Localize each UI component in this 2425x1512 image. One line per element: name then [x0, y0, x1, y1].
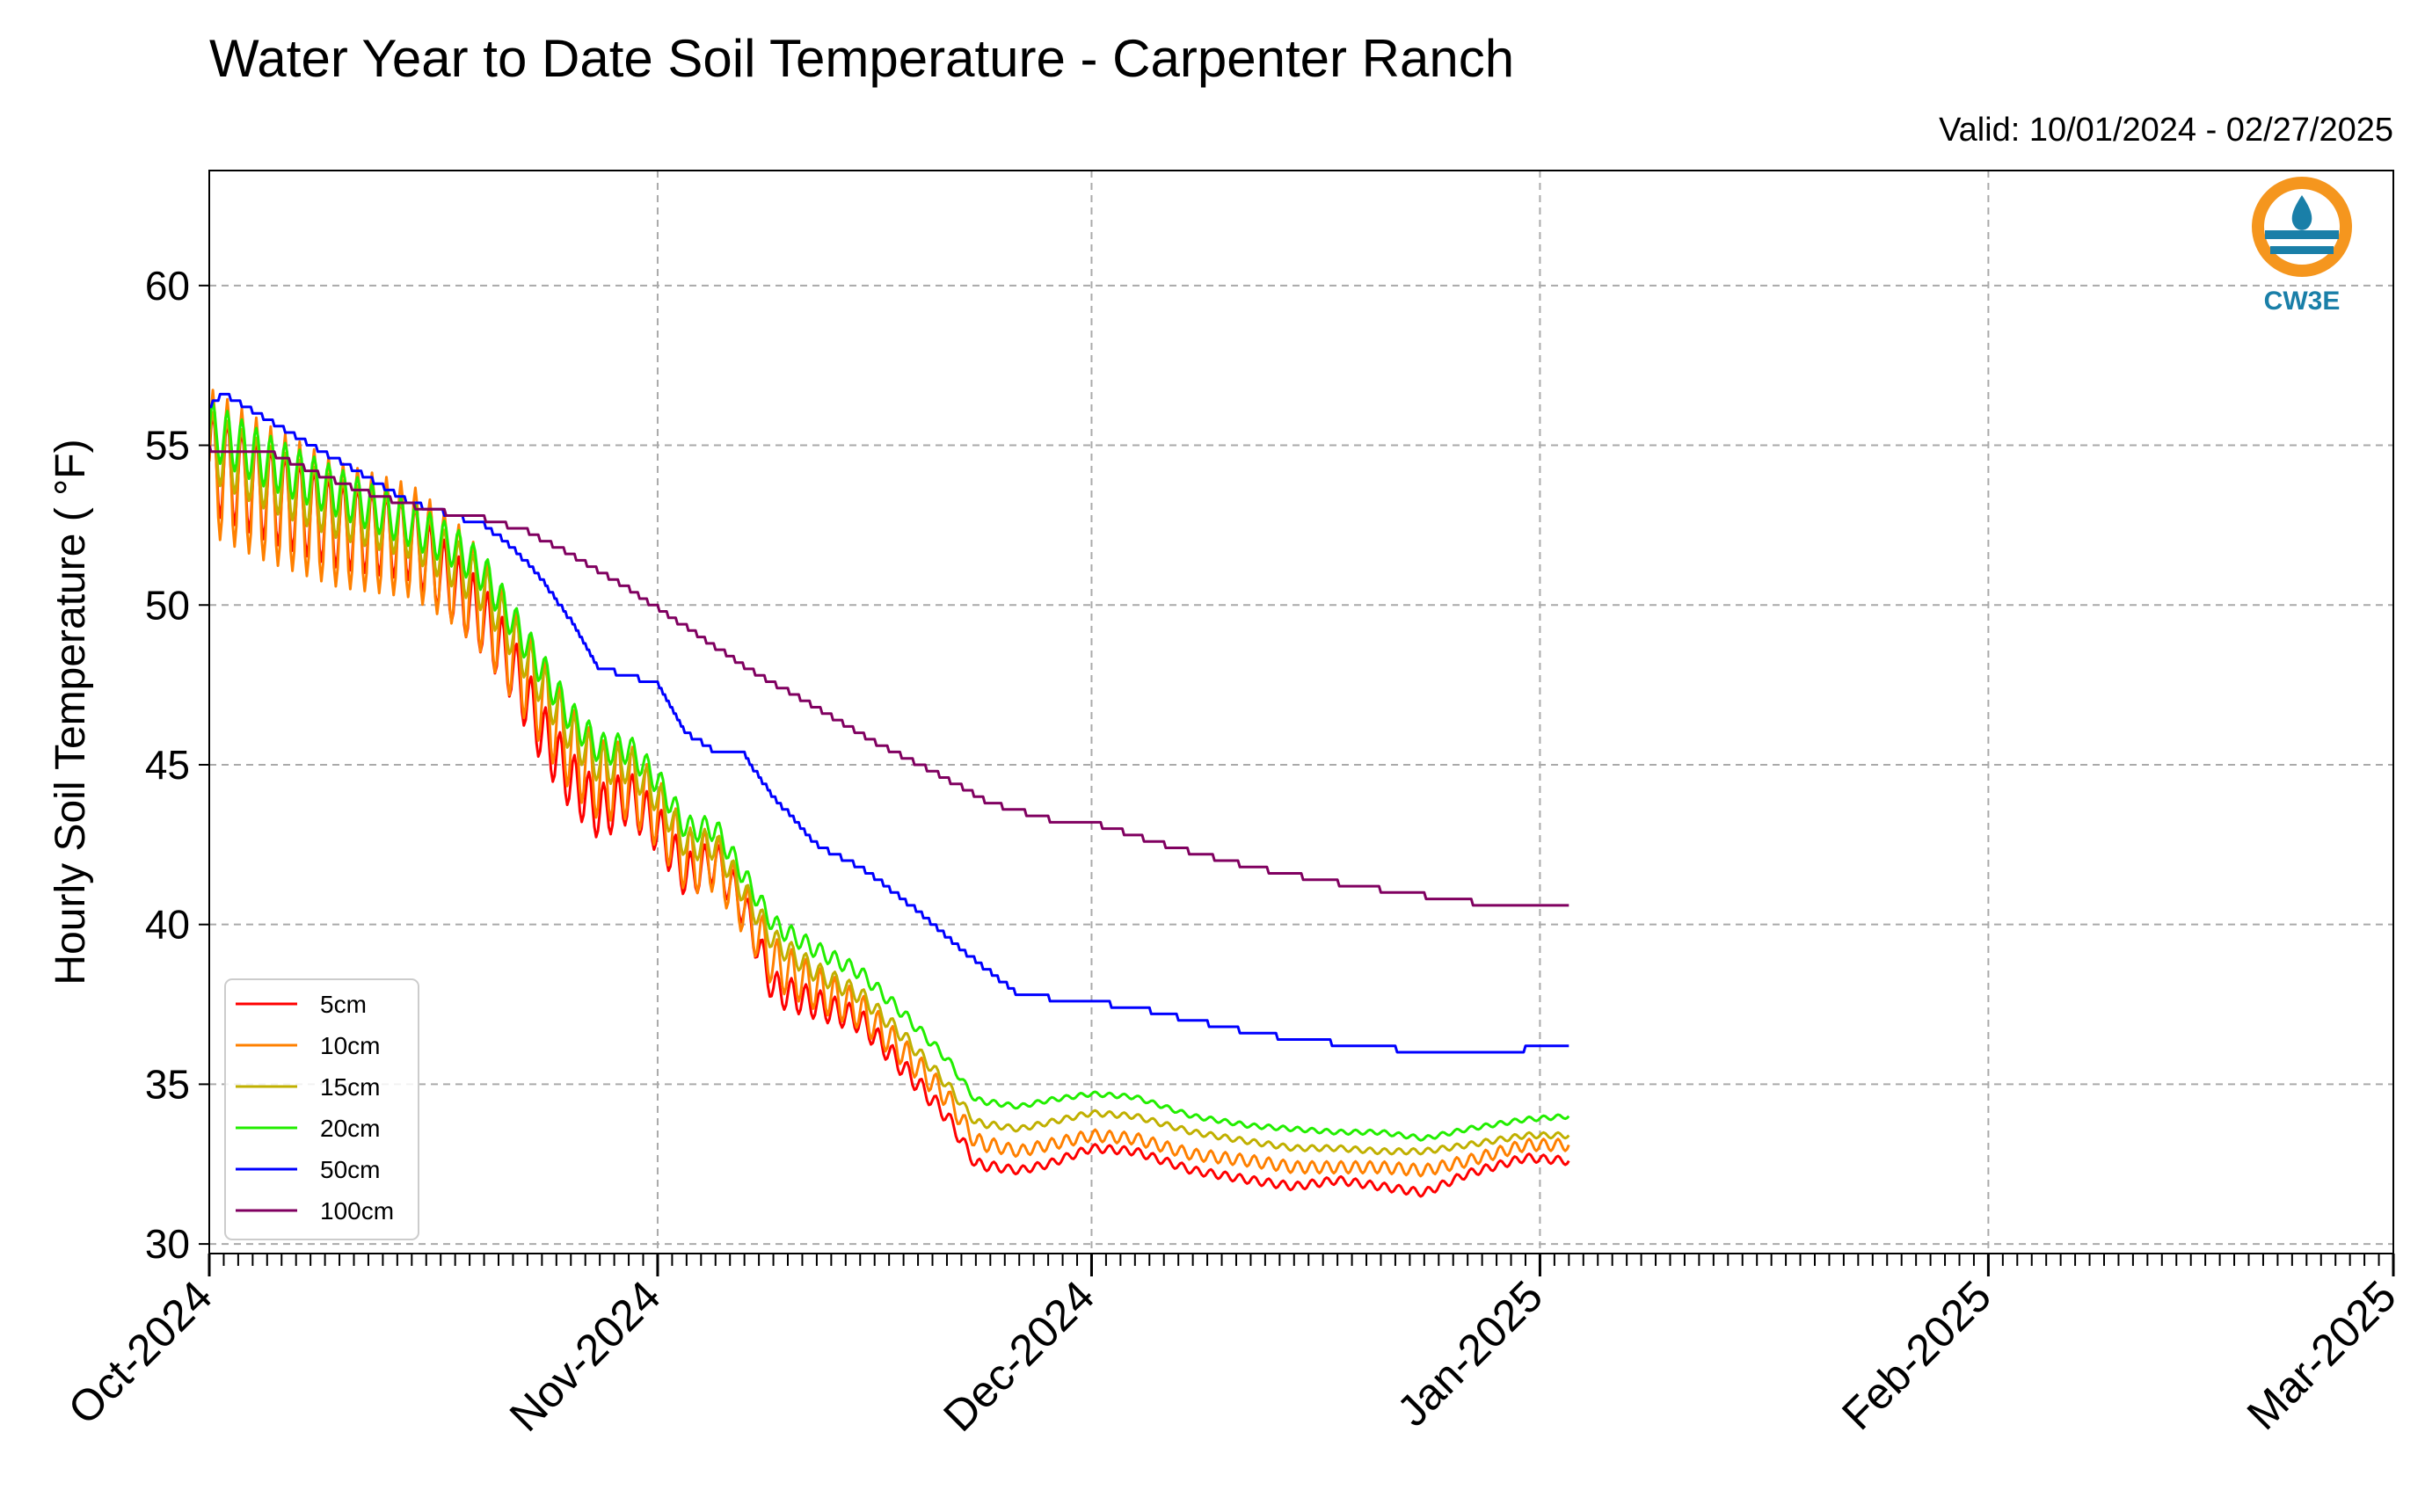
x-tick-label-1: Nov-2024 [500, 1271, 670, 1441]
logo-wave-icon-2 [2270, 246, 2334, 254]
series-line-100cm [209, 445, 1569, 907]
series-line-10cm [209, 389, 1570, 1178]
legend-label-15cm: 15cm [320, 1073, 380, 1101]
chart-title: Water Year to Date Soil Temperature - Ca… [209, 29, 1514, 88]
y-axis-label: Hourly Soil Temperature ( °F) [47, 439, 94, 985]
logo-drop-icon [2291, 195, 2312, 230]
cw3e-logo: CW3E [2252, 177, 2352, 316]
y-tick-label-3: 45 [145, 742, 190, 788]
x-tick-label-5: Mar-2025 [2238, 1271, 2406, 1439]
y-tick-label-0: 30 [145, 1221, 190, 1267]
x-tick-label-3: Jan-2025 [1387, 1271, 1552, 1436]
x-axis: Oct-2024 Nov-2024 Dec-2024 Jan-2025 Feb-2025… [59, 1254, 2406, 1441]
logo-wave-icon [2265, 230, 2339, 239]
series-line-15cm [209, 411, 1570, 1156]
logo-text: CW3E [2264, 287, 2341, 316]
x-tick-label-2: Dec-2024 [934, 1271, 1103, 1441]
x-tick-label-0: Oct-2024 [59, 1271, 222, 1434]
plot-frame [208, 170, 2394, 1254]
x-tick-label-4: Feb-2025 [1832, 1271, 2000, 1439]
y-tick-label-5: 55 [145, 423, 190, 469]
legend-label-50cm: 50cm [320, 1156, 380, 1183]
y-tick-label-6: 60 [145, 263, 190, 309]
series-line-20cm [209, 401, 1570, 1142]
chart-subtitle: Valid: 10/01/2024 - 02/27/2025 [1939, 112, 2393, 149]
legend-label-10cm: 10cm [320, 1032, 380, 1059]
series-layer [209, 389, 1570, 1198]
legend-label-20cm: 20cm [320, 1115, 380, 1142]
y-tick-label-2: 40 [145, 902, 190, 948]
y-tick-label-1: 35 [145, 1061, 190, 1107]
y-axis: 30 35 40 45 50 55 60 [145, 263, 209, 1267]
logo-ring-icon [2252, 177, 2352, 277]
legend: 5cm 10cm 15cm 20cm 50cm 100cm [224, 978, 419, 1240]
legend-label-5cm: 5cm [320, 991, 367, 1018]
series-line-50cm [209, 392, 1569, 1054]
legend-label-100cm: 100cm [320, 1197, 394, 1225]
y-tick-label-4: 50 [145, 582, 190, 628]
